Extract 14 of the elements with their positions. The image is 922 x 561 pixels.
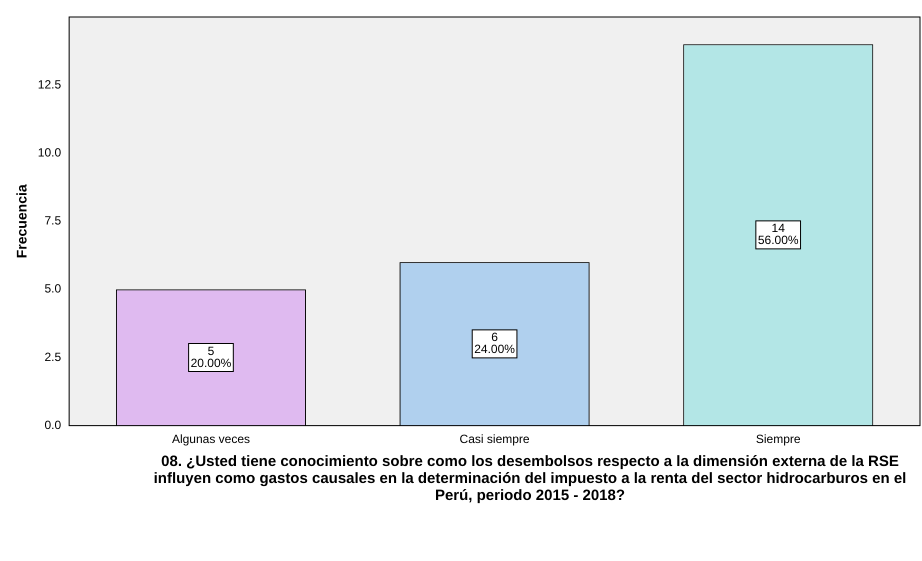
y-axis-title: Frecuencia bbox=[13, 184, 30, 258]
data-label: 5 20.00% bbox=[190, 344, 232, 370]
y-tick-label: 10.0 bbox=[38, 146, 62, 160]
data-label: 14 56.00% bbox=[758, 221, 799, 248]
y-tick-label: 5.0 bbox=[44, 282, 62, 296]
y-tick-label: 7.5 bbox=[44, 214, 62, 228]
x-axis-title: 08. ¿Usted tiene conocimiento sobre como los desembolsos respecto a la dimensión externa de la RSE influyen como gastos causales en la determinación del impuesto a la renta del sector hidrocarburos en el Perú, periodo 2015 - 2018? bbox=[152, 453, 908, 504]
x-tick-label: Casi siempre bbox=[460, 432, 530, 446]
x-tick-label: Siempre bbox=[756, 432, 801, 446]
data-label: 6 24.00% bbox=[474, 330, 516, 356]
y-tick-label: 0.0 bbox=[44, 418, 62, 432]
x-tick-label: Algunas veces bbox=[172, 432, 250, 446]
y-tick-label: 12.5 bbox=[38, 77, 62, 92]
y-tick-label: 2.5 bbox=[44, 350, 62, 364]
